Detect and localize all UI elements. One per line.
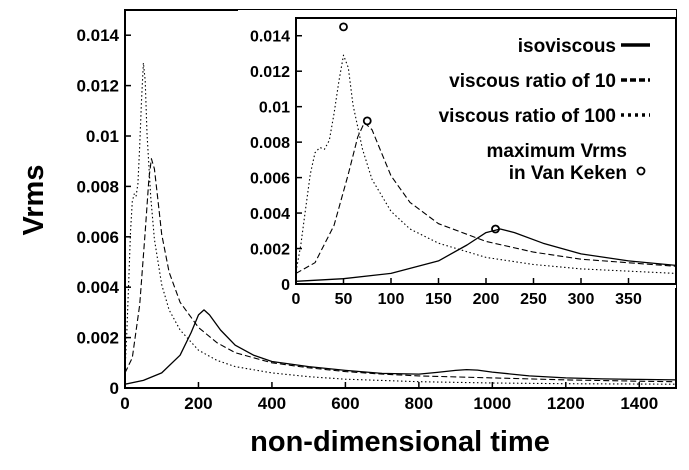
main-y-tick-label: 0.006 (76, 228, 119, 247)
main-series-isoviscous (125, 309, 676, 385)
main-y-tick-label: 0.01 (86, 127, 119, 146)
legend-marker-max-vrms (636, 166, 646, 176)
inset-y-tick-label: 0.01 (259, 100, 290, 117)
inset-x-tick-label: 350 (615, 291, 642, 308)
inset-x-tick-label: 200 (473, 291, 500, 308)
main-y-tick-label: 0.002 (76, 329, 119, 348)
inset-x-tick-label: 300 (568, 291, 595, 308)
main-y-tick-label: 0.004 (76, 278, 119, 297)
inset-y-tick-label: 0.008 (250, 135, 290, 152)
inset-x-tick-label: 100 (378, 291, 405, 308)
inset-x-tick-label: 50 (335, 291, 353, 308)
main-x-tick-label: 0 (120, 394, 129, 413)
y-axis-title: Vrms (18, 165, 50, 236)
main-y-tick-label: 0.008 (76, 177, 119, 196)
inset-y-tick-label: 0.014 (250, 29, 290, 46)
max-vrms-marker (362, 116, 372, 126)
inset-series-isoviscous (296, 228, 676, 282)
main-x-tick-label: 400 (258, 394, 286, 413)
legend-label-van-keken: in Van Keken (509, 163, 627, 184)
main-x-tick-label: 1400 (620, 394, 658, 413)
inset-y-tick-label: 0 (281, 277, 290, 294)
x-axis-title: non-dimensional time (250, 426, 550, 458)
inset-background (238, 10, 676, 288)
main-y-tick-label: 0.014 (76, 26, 119, 45)
main-x-tick-label: 1000 (473, 394, 511, 413)
main-series-viscous-ratio-of-100 (125, 62, 676, 385)
main-y-tick-label: 0 (110, 379, 119, 398)
legend-label-ratio-100: viscous ratio of 100 (439, 106, 616, 127)
legend-label-max-vrms: maximum Vrms (487, 141, 627, 162)
main-series-viscous-ratio-of-10 (125, 158, 676, 383)
inset-y-tick-label: 0.004 (250, 206, 290, 223)
inset-x-tick-label: 150 (425, 291, 452, 308)
max-vrms-marker (339, 22, 348, 32)
main-y-tick-label: 0.012 (76, 77, 119, 96)
inset-y-tick-label: 0.006 (250, 171, 290, 188)
inset-x-tick-label: 0 (292, 291, 301, 308)
main-x-tick-label: 600 (331, 394, 359, 413)
inset-y-tick-label: 0.002 (250, 242, 290, 259)
max-vrms-marker (491, 224, 500, 234)
main-x-tick-label: 1200 (547, 394, 585, 413)
legend-label-ratio-10: viscous ratio of 10 (449, 71, 616, 92)
main-x-tick-label: 800 (405, 394, 433, 413)
legend: isoviscous viscous ratio of 10 viscous r… (439, 36, 650, 184)
inset-series-viscous-ratio-of-100 (296, 54, 676, 274)
inset-y-tick-label: 0.012 (250, 64, 290, 81)
legend-label-isoviscous: isoviscous (518, 36, 616, 57)
main-x-tick-label: 200 (184, 394, 212, 413)
inset-x-tick-label: 250 (520, 291, 547, 308)
